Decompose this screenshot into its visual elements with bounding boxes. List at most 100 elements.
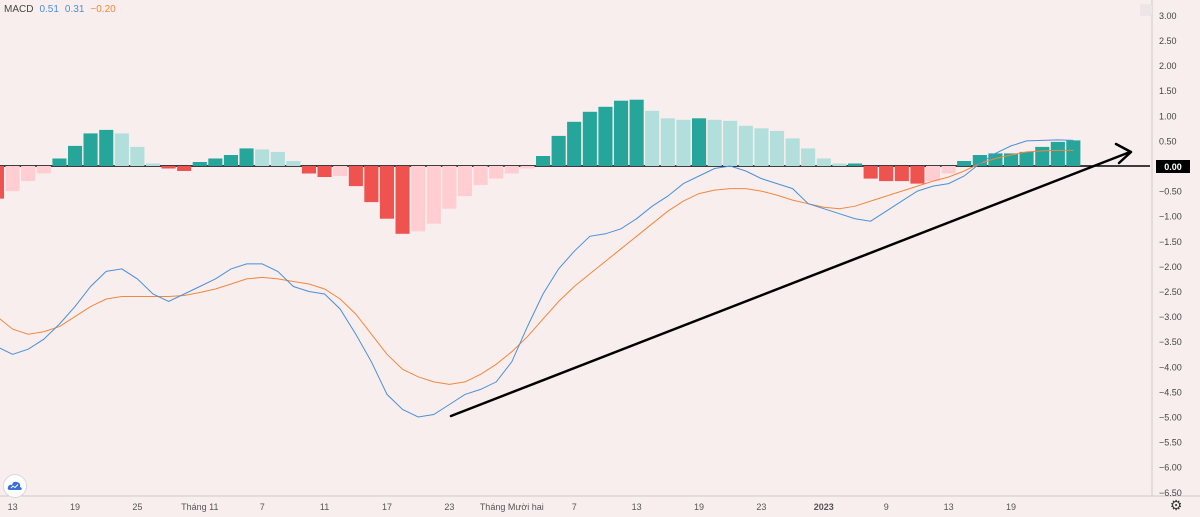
x-tick-label: 19 xyxy=(694,502,704,512)
y-tick-label: −6.00 xyxy=(1159,463,1182,473)
x-tick-label: 7 xyxy=(260,502,265,512)
y-tick-label: −0.50 xyxy=(1159,187,1182,197)
histogram-bar xyxy=(941,166,956,174)
histogram-bar xyxy=(614,100,629,166)
x-tick-label: 19 xyxy=(1006,502,1016,512)
gear-icon[interactable]: ⚙ xyxy=(1169,498,1183,514)
histogram-bar xyxy=(270,151,285,166)
histogram-bar xyxy=(816,158,831,166)
histogram-bar xyxy=(801,148,816,166)
histogram-bar xyxy=(473,166,488,186)
histogram-bar xyxy=(301,166,316,174)
time-axis: 13 19 25 Tháng 11 7 11 17 23 Tháng Mười hai 7 13 19… xyxy=(8,502,1016,512)
histogram-bar xyxy=(21,166,36,182)
histogram-bar xyxy=(5,166,20,192)
histogram-bar xyxy=(520,166,535,169)
y-tick-label: −3.00 xyxy=(1159,312,1182,322)
histogram-bar xyxy=(754,128,769,166)
histogram-bar xyxy=(442,166,457,209)
histogram-bar xyxy=(785,138,800,166)
histogram-bar xyxy=(395,166,410,234)
histogram-bar xyxy=(255,149,270,166)
x-tick-label: 2023 xyxy=(814,502,834,512)
x-tick-label: 9 xyxy=(884,502,889,512)
histogram-bar xyxy=(286,161,301,166)
signal-line xyxy=(0,149,1074,385)
histogram-bar xyxy=(629,99,644,166)
histogram-bar xyxy=(83,133,98,166)
histogram-bar xyxy=(738,125,753,166)
x-tick-label: 13 xyxy=(8,502,18,512)
histogram-bar xyxy=(1019,151,1034,166)
zero-value-badge: 0.00 xyxy=(1156,160,1190,173)
legend-signal-value: 0.31 xyxy=(64,4,85,15)
trend-arrow xyxy=(449,142,1133,418)
y-tick-label: 3.00 xyxy=(1159,11,1177,21)
x-tick-label: 19 xyxy=(70,502,80,512)
histogram-bar xyxy=(972,155,987,166)
histogram-bar xyxy=(692,118,707,166)
y-tick-label: −2.00 xyxy=(1159,262,1182,272)
histogram-bar xyxy=(411,166,426,232)
y-tick-label: −2.50 xyxy=(1159,287,1182,297)
histogram-bar xyxy=(348,166,363,187)
histogram-bar xyxy=(333,166,348,176)
histogram-bar xyxy=(68,145,83,166)
histogram-bar xyxy=(832,163,847,166)
trend-arrow-shaft xyxy=(449,150,1132,418)
y-tick-label: −4.00 xyxy=(1159,362,1182,372)
x-tick-label: 23 xyxy=(444,502,454,512)
histogram-bar xyxy=(114,133,129,166)
histogram-bar xyxy=(1066,140,1081,166)
macd-line xyxy=(0,139,1074,418)
histogram-bar xyxy=(223,155,238,166)
tradingview-cloud-icon[interactable] xyxy=(3,474,27,498)
legend-hist-value: −0.20 xyxy=(90,4,116,15)
histogram-bar xyxy=(426,166,441,224)
histogram-bar xyxy=(504,166,519,174)
histogram-bar xyxy=(36,166,51,174)
histogram-bar xyxy=(130,146,145,166)
legend-macd-value: 0.51 xyxy=(39,4,59,15)
y-tick-label: −5.50 xyxy=(1159,438,1182,448)
indicator-menu-button[interactable] xyxy=(1140,4,1152,16)
histogram-bar xyxy=(364,166,379,203)
histogram-bar xyxy=(567,121,582,166)
histogram-bar xyxy=(879,166,894,182)
histogram-bar xyxy=(457,166,472,197)
histogram-bar xyxy=(145,163,160,166)
histogram-bar xyxy=(1050,141,1065,166)
y-tick-label: −5.00 xyxy=(1159,413,1182,423)
x-tick-label: 25 xyxy=(132,502,142,512)
y-tick-label: −3.50 xyxy=(1159,337,1182,347)
price-axis: 3.00 2.50 2.00 1.50 1.00 0.50 −0.50 −1.00 −1.50 −… xyxy=(1159,11,1182,498)
histogram-bar xyxy=(660,118,675,166)
x-tick-label: Tháng Mười hai xyxy=(480,502,544,512)
x-tick-label: 11 xyxy=(320,502,329,512)
x-tick-label: 13 xyxy=(944,502,954,512)
x-tick-label: 17 xyxy=(382,502,392,512)
histogram-bar xyxy=(1004,153,1019,166)
histogram-bar xyxy=(582,111,597,166)
macd-legend: MACD 0.51 0.31 −0.20 xyxy=(4,4,116,15)
histogram-bars xyxy=(0,99,1081,234)
histogram-bar xyxy=(379,166,394,219)
histogram-bar xyxy=(707,119,722,166)
x-tick-label: 13 xyxy=(632,502,642,512)
histogram-bar xyxy=(239,148,254,166)
y-tick-label: −6.50 xyxy=(1159,488,1182,498)
histogram-bar xyxy=(1035,146,1050,166)
histogram-bar xyxy=(489,166,504,179)
histogram-bar xyxy=(598,106,613,166)
histogram-bar xyxy=(536,156,551,166)
legend-label: MACD xyxy=(4,4,34,15)
x-tick-label: Tháng 11 xyxy=(181,502,218,512)
trend-arrow-head xyxy=(1114,142,1133,165)
histogram-bar xyxy=(723,120,738,166)
x-tick-label: 23 xyxy=(756,502,766,512)
y-tick-label: 1.50 xyxy=(1159,86,1177,96)
y-tick-label: −4.50 xyxy=(1159,387,1182,397)
histogram-bar xyxy=(645,110,660,166)
y-tick-label: 0.50 xyxy=(1159,136,1177,146)
histogram-bar xyxy=(910,166,925,184)
